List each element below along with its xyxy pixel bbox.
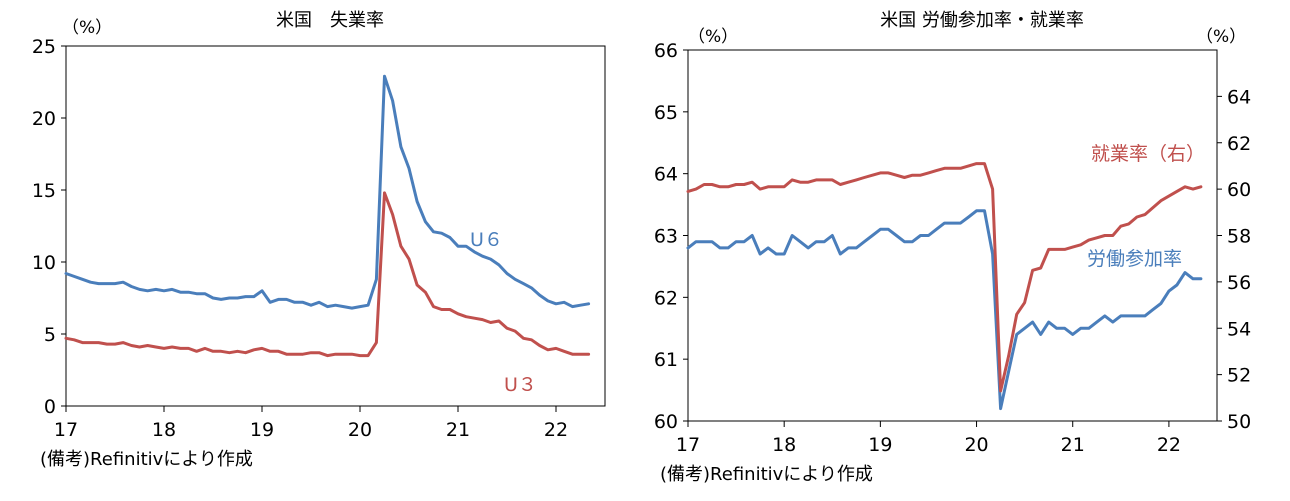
- y-tick-label: 61: [654, 349, 678, 371]
- y-tick-label: 15: [32, 180, 56, 202]
- x-tick-label: 21: [1061, 434, 1085, 456]
- y-tick-label: 20: [32, 108, 56, 130]
- x-tick-label: 17: [54, 419, 78, 441]
- x-tick-label: 22: [1157, 434, 1181, 456]
- chart2-x-axis: 17 18 19 20 21 22: [676, 421, 1181, 456]
- y-right-tick-label: 56: [1227, 272, 1251, 294]
- y-tick-label: 62: [654, 287, 678, 309]
- series-line-1: [64, 74, 591, 310]
- chart1-y-axis: 0 5 10 15 20 25: [32, 36, 66, 418]
- series-line-2: [686, 162, 1203, 393]
- chart1-plot-frame: [65, 45, 606, 407]
- x-tick-label: 20: [348, 419, 372, 441]
- chart2-source-note: (備考)Refinitivにより作成: [660, 464, 873, 485]
- y-right-tick-label: 62: [1227, 133, 1251, 155]
- x-tick-label: 17: [676, 434, 700, 456]
- y-right-tick-label: 54: [1227, 318, 1251, 340]
- y-tick-label: 63: [654, 226, 678, 248]
- chart2-y-axis-right: 50 52 54 56 58 60 62 64: [1217, 86, 1251, 433]
- chart2-unit-left: （%）: [688, 27, 738, 47]
- series-line-1: [686, 209, 1203, 411]
- chart2-title: 米国 労働参加率・就業率: [880, 10, 1084, 31]
- y-tick-label: 5: [44, 324, 56, 346]
- y-right-tick-label: 58: [1227, 226, 1251, 248]
- chart2-label-employment: 就業率（右）: [1091, 143, 1205, 165]
- y-tick-label: 64: [654, 164, 678, 186]
- y-right-tick-label: 64: [1227, 86, 1251, 108]
- chart1-source-note: (備考)Refinitivにより作成: [40, 449, 253, 470]
- y-right-tick-label: 52: [1227, 365, 1251, 387]
- x-tick-label: 19: [250, 419, 274, 441]
- chart1-label-u3: U３: [504, 374, 537, 396]
- y-tick-label: 10: [32, 252, 56, 274]
- y-tick-label: 25: [32, 36, 56, 58]
- chart1-series: [64, 74, 591, 358]
- unemployment-rate-chart: 米国 失業率 （%） 0 5 10 15 20 25 17 18 19 20 21 22 U６ U３…: [32, 10, 606, 470]
- participation-employment-chart: 米国 労働参加率・就業率 （%） （%） 60 61 62 63 64 65 66 50 52…: [654, 10, 1251, 485]
- chart2-plot-frame: [687, 49, 1218, 422]
- x-tick-label: 19: [868, 434, 892, 456]
- y-right-tick-label: 60: [1227, 179, 1251, 201]
- chart1-x-axis: 17 18 19 20 21 22: [54, 406, 568, 441]
- x-tick-label: 20: [964, 434, 988, 456]
- y-right-tick-label: 50: [1227, 411, 1251, 433]
- chart1-label-u6: U６: [470, 229, 503, 251]
- x-tick-label: 18: [772, 434, 796, 456]
- chart2-y-axis-left: 60 61 62 63 64 65 66: [654, 40, 688, 433]
- y-tick-label: 0: [44, 396, 56, 418]
- x-tick-label: 18: [152, 419, 176, 441]
- chart2-series: [686, 162, 1203, 411]
- x-tick-label: 21: [446, 419, 470, 441]
- series-line-2: [64, 191, 591, 358]
- chart1-unit-left: （%）: [62, 18, 112, 38]
- chart1-title: 米国 失業率: [276, 10, 384, 31]
- x-tick-label: 22: [544, 419, 568, 441]
- y-tick-label: 66: [654, 40, 678, 62]
- chart2-label-participation: 労働参加率: [1087, 248, 1182, 270]
- chart2-unit-right: （%）: [1196, 27, 1246, 47]
- y-tick-label: 65: [654, 102, 678, 124]
- y-tick-label: 60: [654, 411, 678, 433]
